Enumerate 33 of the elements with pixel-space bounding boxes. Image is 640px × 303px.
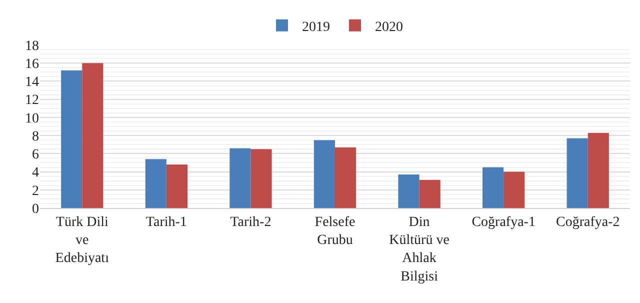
- x-tick-label: Felsefe Grubu: [314, 214, 356, 248]
- bar: [566, 138, 588, 208]
- y-tick-label: 6: [32, 148, 39, 163]
- x-tick-label: Türk Dili ve Edebiyatı: [55, 214, 110, 266]
- bar: [230, 148, 251, 208]
- y-tick-label: 4: [32, 166, 39, 181]
- x-tick-label: Coğrafya-2: [556, 214, 620, 230]
- bar: [588, 132, 609, 208]
- y-tick-label: 12: [25, 93, 39, 108]
- y-tick-label: 10: [25, 111, 39, 126]
- y-tick-label: 14: [25, 75, 39, 90]
- legend-label: 2019: [302, 20, 330, 35]
- bar: [482, 167, 504, 208]
- y-tick-label: 18: [25, 38, 39, 54]
- y-tick-label: 16: [25, 57, 39, 72]
- y-tick-label: 8: [32, 129, 39, 144]
- bar: [250, 149, 272, 208]
- bar: [335, 147, 356, 208]
- bar: [398, 174, 420, 208]
- bar: [61, 70, 82, 208]
- bar: [314, 140, 335, 208]
- x-tick-label: Din Kültürü ve Ahlak Bilgisi: [389, 214, 450, 284]
- legend-label: 2020: [375, 20, 403, 35]
- x-tick-label: Tarih-2: [230, 214, 272, 230]
- bar: [166, 164, 188, 208]
- bar: [419, 180, 440, 208]
- x-tick-label: Coğrafya-1: [472, 214, 536, 230]
- y-tick-label: 0: [32, 202, 39, 217]
- bar: [504, 172, 525, 208]
- bar: [145, 159, 166, 208]
- x-tick-label: Tarih-1: [146, 214, 187, 230]
- y-tick-label: 2: [32, 184, 39, 199]
- bar: [82, 63, 104, 208]
